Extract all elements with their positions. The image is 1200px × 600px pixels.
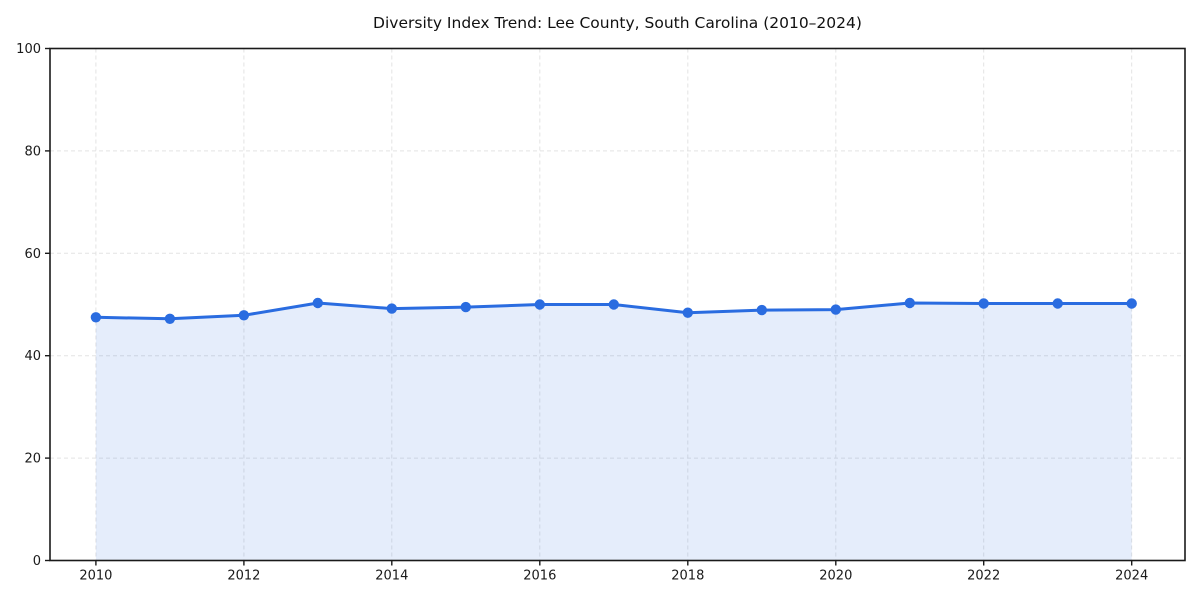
y-tick-label-100: 100	[16, 42, 41, 57]
data-point-2020	[830, 304, 841, 315]
x-tick-label-2012: 2012	[227, 569, 260, 584]
x-tick-label-2014: 2014	[375, 569, 408, 584]
data-point-2011	[164, 313, 176, 324]
data-point-2022	[978, 298, 989, 309]
data-point-2023	[1052, 298, 1063, 309]
y-tick-label-60: 60	[24, 247, 41, 262]
data-point-2014	[386, 303, 397, 314]
y-tick-label-80: 80	[24, 144, 41, 159]
x-tick-label-2016: 2016	[523, 569, 556, 584]
data-point-2017	[608, 299, 619, 310]
x-tick-label-2022: 2022	[967, 569, 1000, 584]
plot-border	[49, 47, 1186, 562]
data-point-2015	[460, 301, 471, 313]
data-point-2021	[904, 297, 915, 309]
area-fill	[95, 303, 1132, 561]
data-point-2018	[682, 307, 693, 318]
data-point-2010	[90, 312, 102, 323]
data-point-2019	[756, 304, 767, 316]
data-point-2012	[238, 310, 250, 321]
data-point-2016	[534, 299, 545, 310]
x-tick-label-2018: 2018	[671, 569, 704, 584]
y-tick-label-40: 40	[24, 349, 41, 364]
x-tick-label-2024: 2024	[1115, 569, 1148, 584]
x-tick-label-2010: 2010	[79, 569, 112, 584]
x-tick-label-2020: 2020	[819, 569, 852, 584]
data-point-2024	[1126, 298, 1137, 309]
data-point-2013	[312, 297, 323, 309]
y-tick-label-0: 0	[33, 554, 41, 569]
chart-title: Diversity Index Trend: Lee County, South…	[373, 14, 862, 32]
y-tick-label-20: 20	[24, 452, 41, 467]
